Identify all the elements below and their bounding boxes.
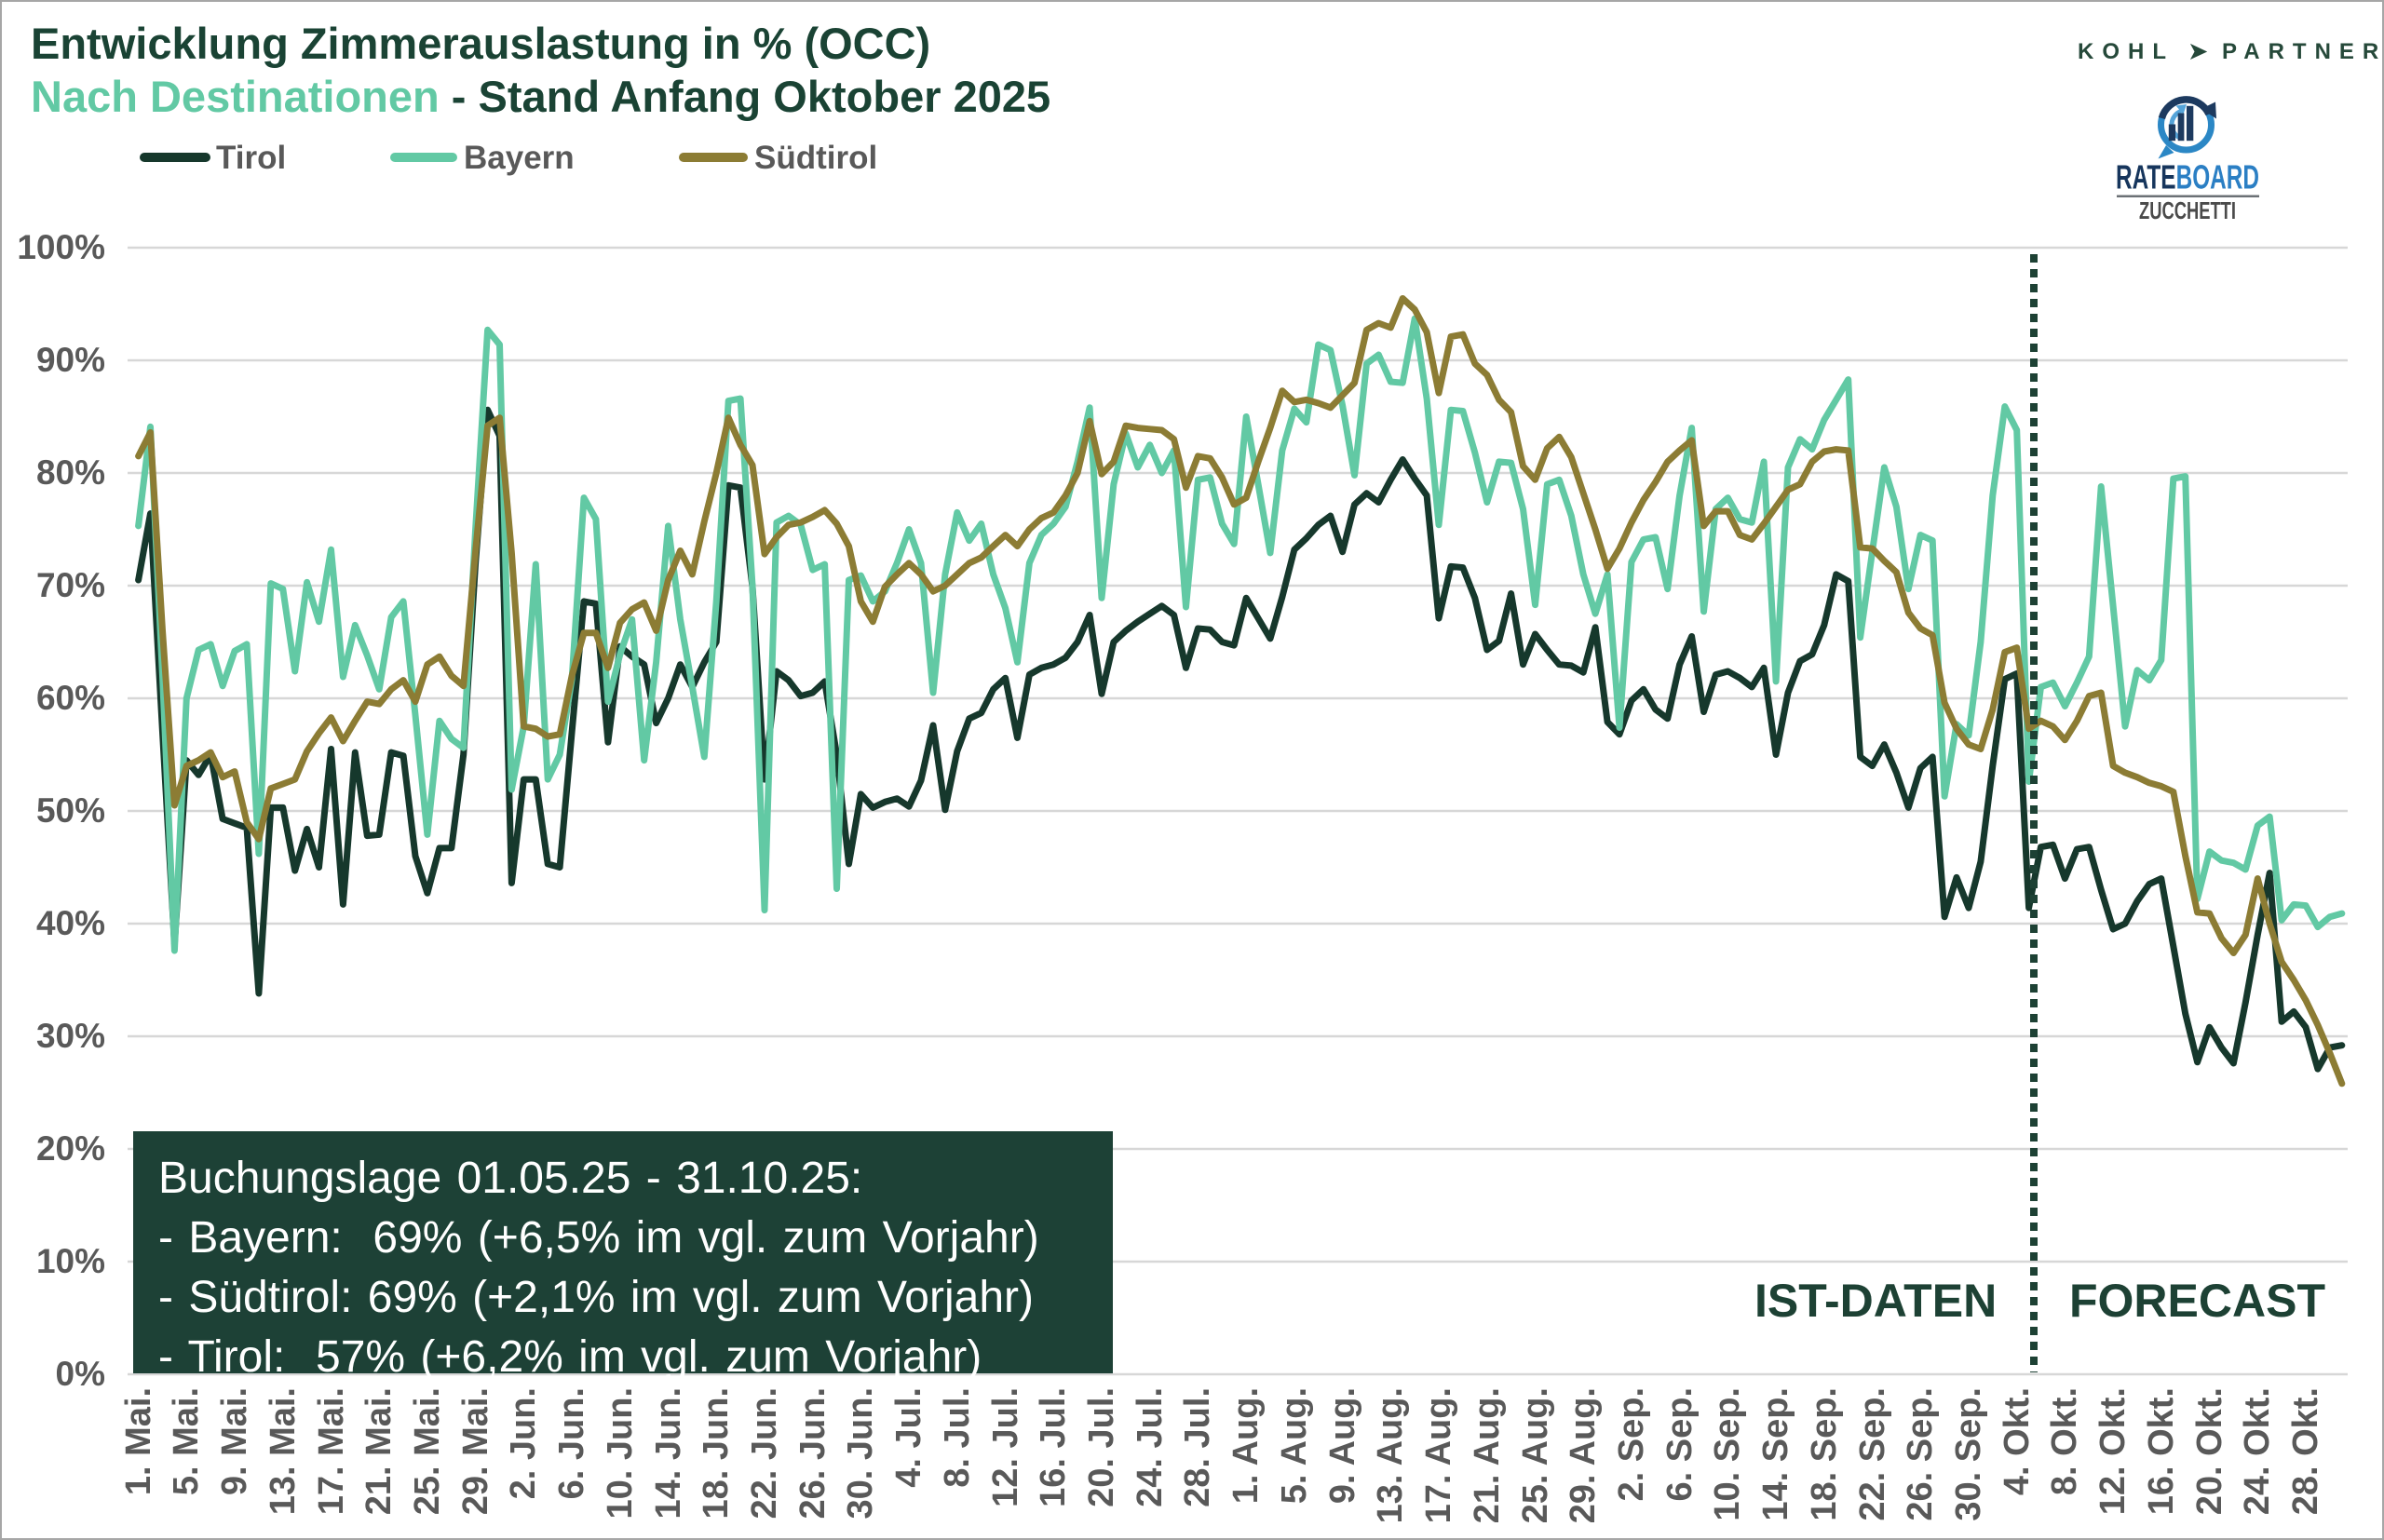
- svg-text:RATEBOARD: RATEBOARD: [2116, 158, 2259, 196]
- svg-text:ZUCCHETTI: ZUCCHETTI: [2139, 196, 2236, 224]
